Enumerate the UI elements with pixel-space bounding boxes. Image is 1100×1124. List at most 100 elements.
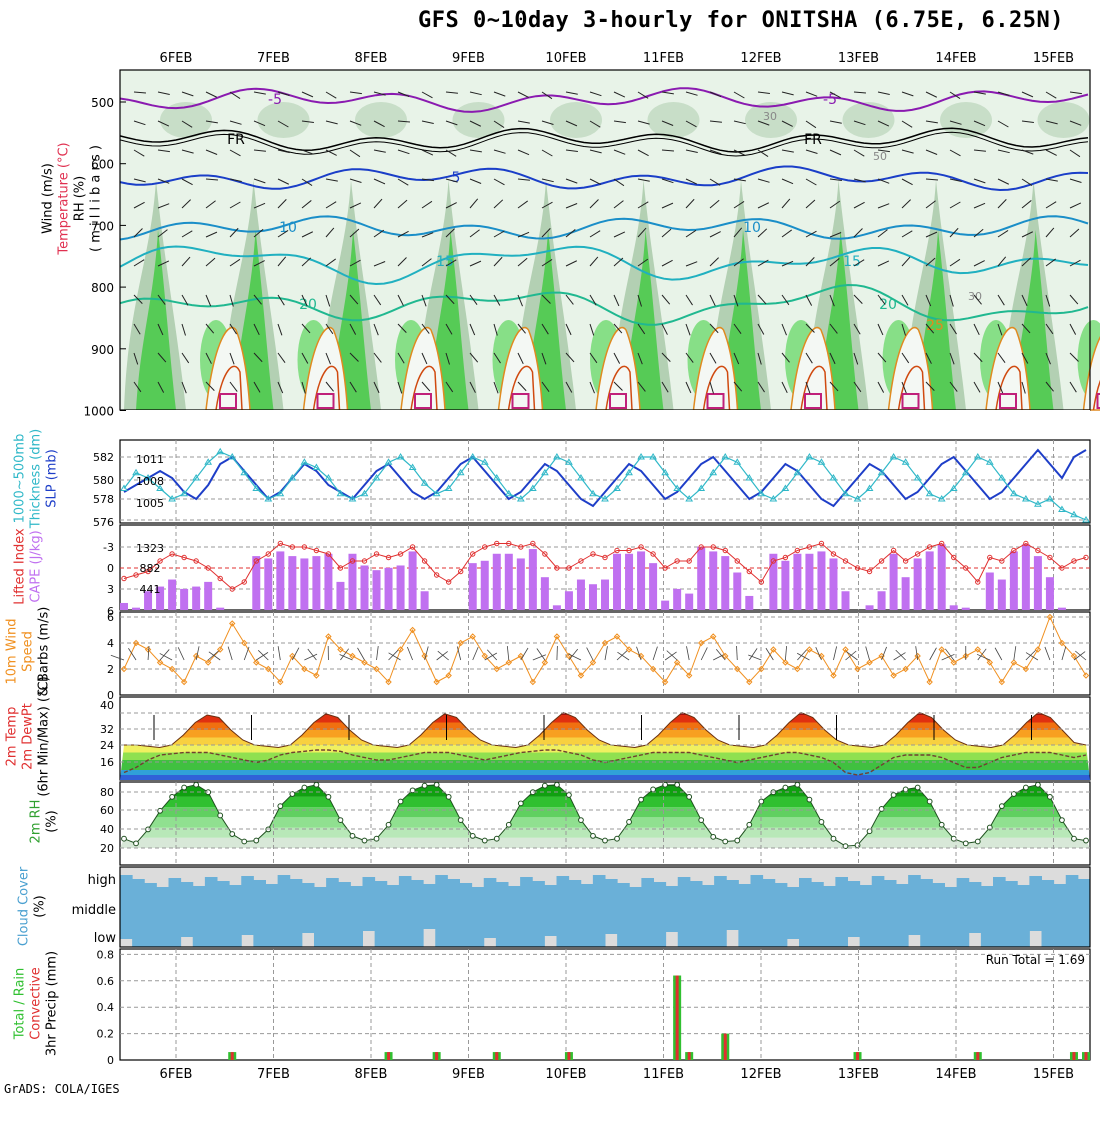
- cape-bar: [300, 558, 308, 610]
- cloud-middle: [1042, 887, 1055, 927]
- cloud-low: [641, 927, 654, 947]
- cloud-middle: [751, 887, 764, 927]
- panel-ylabel: Wind (m/s): [41, 79, 56, 319]
- rh-shade-gray: [550, 102, 602, 138]
- cloud-middle: [338, 887, 351, 927]
- precip-tick: 0.6: [97, 975, 115, 988]
- rh2m-tick: 40: [100, 823, 114, 836]
- rh2m-marker: [170, 794, 175, 799]
- cloud-middle: [666, 887, 679, 927]
- cloud-middle: [302, 887, 315, 927]
- temp2m-tick: 32: [100, 723, 114, 736]
- cloud-low: [205, 927, 218, 947]
- wind10-barb: [228, 647, 232, 660]
- cloud-middle: [775, 887, 788, 927]
- slp-tick: 1008: [136, 475, 164, 488]
- isotherm-label: 15: [843, 254, 861, 270]
- date-label-bottom: 6FEB: [160, 1067, 193, 1082]
- cloud-middle: [605, 887, 618, 927]
- cape-bar: [469, 563, 477, 610]
- rh-band: [120, 817, 1090, 827]
- cape-bar: [842, 591, 850, 610]
- date-label-bottom: 7FEB: [257, 1067, 290, 1082]
- cape-bar: [962, 608, 970, 610]
- cloud-middle: [229, 887, 242, 927]
- precip-bar-convective: [495, 1052, 498, 1060]
- cloud-low: [302, 927, 315, 933]
- cloud-low: [860, 927, 873, 947]
- cape-bar: [517, 558, 525, 610]
- cape-bar: [481, 561, 489, 610]
- wind10-barb: [605, 646, 607, 660]
- rh2m-marker: [567, 793, 572, 798]
- rh2m-marker: [735, 838, 740, 843]
- rh-band: [120, 807, 1090, 817]
- rh2m-marker: [747, 822, 752, 827]
- precip-bar-convective: [1085, 1052, 1088, 1060]
- cloud-low: [957, 927, 970, 947]
- cloud-middle: [823, 887, 836, 927]
- cloud-middle: [290, 887, 303, 927]
- rh2m-marker: [951, 836, 956, 841]
- temp-band: [120, 715, 1090, 723]
- cape-tick: 441: [140, 583, 161, 596]
- wind10-barb: [785, 646, 786, 660]
- precip-bar-convective: [387, 1052, 390, 1060]
- cape-bar: [1058, 608, 1066, 610]
- run-total-label: Run Total = 1.69: [986, 953, 1085, 967]
- cloud-middle: [617, 887, 630, 927]
- cape-bar: [926, 551, 934, 610]
- cape-bar: [132, 608, 140, 610]
- cloud-middle: [399, 887, 412, 927]
- rh2m-marker: [494, 836, 499, 841]
- cape-bar: [288, 556, 296, 610]
- cloud-middle: [702, 887, 715, 927]
- cloud-middle: [544, 887, 557, 927]
- rh2m-marker: [506, 822, 511, 827]
- rh2m-marker: [603, 838, 608, 843]
- cloud-low: [447, 927, 460, 947]
- rh2m-marker: [879, 807, 884, 812]
- wind10-tick: 4: [107, 637, 114, 650]
- wind10-barb: [866, 647, 870, 660]
- wind10-barb: [278, 646, 280, 660]
- cape-bar: [276, 551, 284, 610]
- temp-band: [120, 770, 1090, 775]
- cloud-middle: [969, 887, 982, 927]
- cloud-low: [1078, 927, 1091, 947]
- cape-bar: [938, 544, 946, 610]
- precip-frame: [120, 949, 1090, 1060]
- rh2m-marker: [891, 793, 896, 798]
- cape-tick: 882: [140, 562, 161, 575]
- cloud-low: [435, 927, 448, 947]
- cloud-low: [290, 927, 303, 947]
- wind10-barb: [833, 646, 836, 660]
- cloud-low: [993, 927, 1006, 947]
- cape-bar: [216, 608, 224, 610]
- cape-bar: [793, 554, 801, 610]
- cloud-middle: [496, 887, 509, 927]
- cloud-low: [120, 927, 133, 939]
- rh2m-marker: [699, 818, 704, 823]
- rh2m-marker: [579, 818, 584, 823]
- cape-bar: [1022, 544, 1030, 610]
- precip-tick: 0.2: [97, 1028, 115, 1041]
- cape-bar: [697, 547, 705, 610]
- cloud-middle: [726, 887, 739, 927]
- wind10-barb: [1045, 647, 1050, 660]
- date-label-bottom: 14FEB: [935, 1067, 976, 1082]
- cloud-low: [678, 927, 691, 947]
- panel-ylabel: ( m i l l i b a r s ): [89, 79, 104, 319]
- cape-bar: [553, 605, 561, 610]
- cape-bar: [601, 580, 609, 610]
- cloud-middle: [205, 887, 218, 927]
- rh-shade-gray: [843, 102, 895, 138]
- cape-bar: [709, 551, 717, 610]
- cape-bar: [409, 551, 417, 610]
- wind10-barb: [308, 649, 317, 660]
- isotherm-label: 25: [926, 318, 944, 334]
- cloud-middle: [1066, 887, 1079, 927]
- cloud-middle: [629, 887, 642, 927]
- wind10-barb: [942, 654, 955, 660]
- rh2m-marker: [182, 785, 187, 790]
